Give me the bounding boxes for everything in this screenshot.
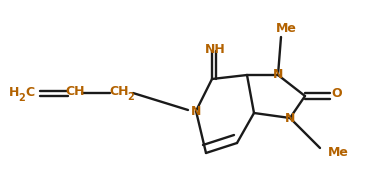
Text: 2: 2 [19, 93, 25, 103]
Text: NH: NH [204, 43, 225, 56]
Text: Me: Me [276, 22, 296, 35]
Text: 2: 2 [127, 92, 135, 102]
Text: Me: Me [328, 146, 348, 159]
Text: N: N [285, 112, 295, 125]
Text: C: C [25, 86, 34, 99]
Text: N: N [273, 67, 283, 80]
Text: N: N [191, 104, 201, 117]
Text: CH: CH [65, 84, 85, 97]
Text: H: H [9, 86, 19, 99]
Text: O: O [332, 87, 342, 100]
Text: CH: CH [109, 84, 129, 97]
